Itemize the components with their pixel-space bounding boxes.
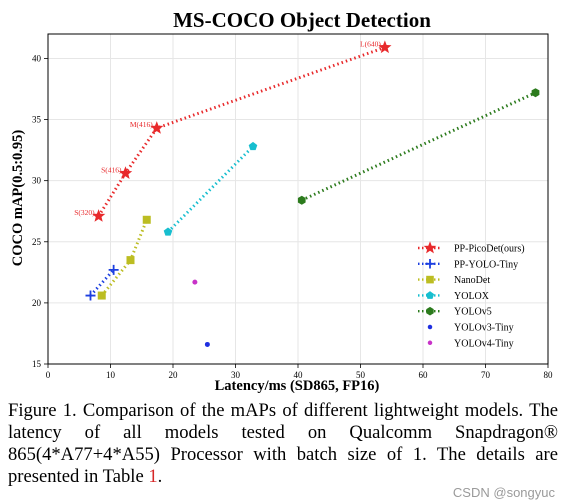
pp-yolo-tiny-point (85, 290, 96, 301)
x-axis-label: Latency/ms (SD865, FP16) (215, 378, 380, 394)
legend-marker-yolov4-tiny (427, 340, 433, 346)
figure-caption: Figure 1. Comparison of the mAPs of diff… (8, 400, 558, 488)
legend-label-pp-picodet-ours: PP-PicoDet(ours) (454, 244, 525, 255)
yolox-point (248, 141, 258, 151)
legend-marker-pp-yolo-tiny (425, 259, 435, 269)
pp-picodet-ours-point (150, 121, 164, 134)
point-label: L(640) (360, 39, 381, 48)
yolov3-tiny-point (204, 341, 210, 347)
pp-picodet-ours-point (118, 166, 133, 179)
legend-marker-yolox (425, 291, 435, 299)
x-tick-label: 10 (106, 370, 116, 380)
pp-picodet-ours-point (378, 40, 392, 54)
x-tick-label: 80 (544, 370, 554, 380)
plot-frame (47, 33, 549, 365)
x-tick-label: 20 (169, 370, 179, 380)
y-tick-label: 25 (32, 237, 42, 247)
x-tick-label: 0 (46, 370, 51, 380)
plot-area: 0 10 20 30 40 50 60 70 80 15 20 25 30 35 40 S(320) S(416… (32, 33, 554, 380)
y-tick-label: 30 (32, 176, 42, 186)
caption-text: Figure 1. Comparison of the mAPs of diff… (8, 400, 558, 487)
x-tick-label: 40 (294, 370, 304, 380)
caption-end: . (157, 466, 163, 487)
yolov5-point (531, 88, 540, 98)
pp-picodet-ours-line (97, 45, 386, 217)
point-label: S(416) (101, 165, 122, 174)
legend-label-yolox: YOLOX (454, 291, 490, 302)
pp-yolo-tiny-point (108, 264, 119, 275)
legend-label-pp-yolo-tiny: PP-YOLO-Tiny (454, 259, 518, 270)
point-label: S(320) (74, 208, 95, 217)
legend-label-yolov4-tiny: YOLOv4-Tiny (454, 338, 514, 349)
legend-marker-yolov5 (426, 306, 434, 316)
table-reference-link[interactable]: 1 (148, 466, 158, 487)
legend-label-yolov5: YOLOv5 (454, 307, 492, 318)
pp-picodet-ours-point (92, 209, 106, 222)
pp-yolo-tiny-line (89, 268, 115, 297)
x-tick-label: 30 (231, 370, 241, 380)
chart: MS-COCO Object Detection 0 10 20 30 40 50 60 70… (10, 8, 554, 394)
y-tick-label: 15 (32, 359, 42, 369)
legend-label-yolov3-tiny: YOLOv3-Tiny (454, 323, 514, 334)
x-tick-label: 70 (481, 370, 491, 380)
y-axis-label: COCO mAP(0.5:0.95) (10, 130, 26, 267)
point-label: M(416) (130, 120, 153, 129)
legend-marker-pp-picodet-ours (423, 241, 437, 254)
yolov5-line (301, 91, 537, 202)
x-tick-label: 50 (356, 370, 366, 380)
nanodet-point (142, 215, 151, 224)
nanodet-line (100, 219, 149, 297)
yolox-point (163, 227, 173, 236)
yolov5-point (297, 195, 306, 205)
legend-marker-nanodet (426, 275, 434, 284)
y-tick-label: 40 (32, 53, 42, 63)
yolox-line (166, 145, 255, 234)
x-tick-label: 60 (419, 370, 429, 380)
legend-label-nanodet: NanoDet (454, 275, 490, 286)
chart-title: MS-COCO Object Detection (173, 8, 431, 32)
y-tick-label: 35 (32, 115, 42, 125)
y-tick-label: 20 (32, 298, 42, 308)
nanodet-point (126, 256, 135, 265)
watermark: CSDN @songyuc (452, 485, 555, 500)
yolov4-tiny-point (192, 279, 198, 285)
legend-marker-yolov3-tiny (427, 324, 433, 330)
nanodet-point (97, 291, 106, 300)
